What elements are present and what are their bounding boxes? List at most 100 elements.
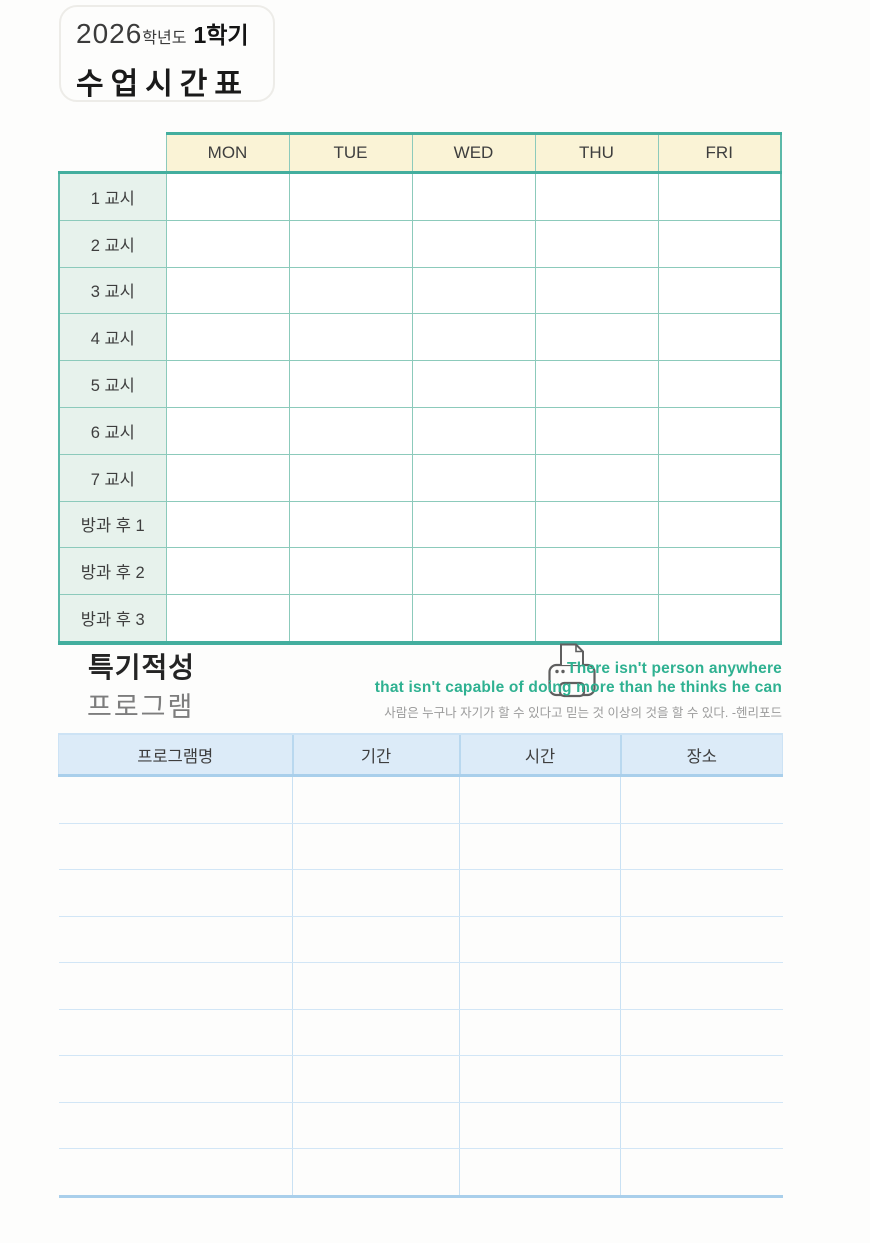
- program-cell: [620, 962, 783, 1010]
- timetable-cell: [411, 594, 536, 645]
- period-label: 2 교시: [58, 219, 167, 268]
- program-cell: [459, 822, 621, 870]
- timetable-cell: [657, 219, 782, 268]
- program-table-header-row: 프로그램명 기간 시간 장소: [58, 733, 783, 777]
- timetable-cell: [534, 547, 659, 596]
- page-title: 수업시간표: [76, 68, 249, 101]
- day-header-mon: MON: [165, 132, 289, 174]
- program-table-row: [58, 1148, 783, 1198]
- program-cell: [620, 915, 783, 963]
- timetable-cell: [411, 453, 536, 502]
- timetable-row: 6 교시: [58, 406, 782, 455]
- quote-line-2: that isn't capable of doing more than he…: [374, 678, 782, 696]
- program-cell: [459, 1008, 621, 1056]
- program-cell: [58, 1008, 293, 1056]
- timetable-cell: [411, 219, 536, 268]
- timetable-cell: [657, 594, 782, 645]
- timetable-cell: [288, 172, 413, 221]
- timetable-cell: [165, 406, 290, 455]
- program-header-period: 기간: [291, 733, 460, 777]
- program-cell: [620, 1101, 783, 1149]
- program-header-name: 프로그램명: [58, 733, 293, 777]
- program-cell: [620, 775, 783, 824]
- printer-icon: [546, 640, 598, 707]
- timetable-cell: [165, 500, 290, 549]
- period-label: 방과 후 3: [58, 594, 167, 645]
- timetable-row: 7 교시: [58, 453, 782, 502]
- title-year-suffix: 학년도: [142, 30, 187, 47]
- program-cell: [620, 1148, 783, 1198]
- program-cell: [292, 822, 460, 870]
- timetable-cell: [288, 453, 413, 502]
- program-cell: [459, 1101, 621, 1149]
- timetable-cell: [165, 453, 290, 502]
- title-year: 2026: [76, 18, 143, 49]
- program-table-row: [58, 822, 783, 870]
- period-label: 6 교시: [58, 406, 167, 455]
- timetable-cell: [657, 360, 782, 408]
- program-table-row: [58, 1008, 783, 1056]
- title-box: 2026학년도 1학기 수업시간표: [59, 5, 275, 102]
- program-table-row: [58, 1055, 783, 1103]
- period-label: 방과 후 2: [58, 547, 167, 596]
- timetable-cell: [288, 500, 413, 549]
- program-cell: [58, 775, 293, 824]
- program-cell: [58, 1101, 293, 1149]
- timetable-row: 1 교시: [58, 172, 782, 221]
- timetable-corner-cell: [59, 133, 167, 174]
- timetable-cell: [657, 406, 782, 455]
- program-cell: [620, 869, 783, 917]
- timetable-row: 방과 후 2: [58, 547, 782, 596]
- program-cell: [459, 869, 621, 917]
- timetable-header-row: MON TUE WED THU FRI: [59, 132, 782, 174]
- timetable-cell: [657, 547, 782, 596]
- timetable-cell: [165, 313, 290, 362]
- timetable-cell: [288, 360, 413, 408]
- program-cell: [292, 1055, 460, 1103]
- title-semester: 1학기: [193, 22, 249, 48]
- program-cell: [58, 869, 293, 917]
- timetable-cell: [657, 266, 782, 315]
- program-cell: [620, 1055, 783, 1103]
- timetable-cell: [411, 500, 536, 549]
- period-label: 방과 후 1: [58, 500, 167, 549]
- quote-caption: 사람은 누구나 자기가 할 수 있다고 믿는 것 이상의 것을 할 수 있다. …: [384, 706, 782, 720]
- timetable-cell: [534, 594, 659, 645]
- timetable-cell: [165, 219, 290, 268]
- timetable-cell: [657, 500, 782, 549]
- program-cell: [459, 1055, 621, 1103]
- timetable-cell: [288, 266, 413, 315]
- program-header-time: 시간: [458, 733, 621, 777]
- timetable-cell: [411, 313, 536, 362]
- timetable-cell: [534, 453, 659, 502]
- period-label: 5 교시: [58, 360, 167, 408]
- period-label: 3 교시: [58, 266, 167, 315]
- timetable-row: 2 교시: [58, 219, 782, 268]
- program-table: 프로그램명 기간 시간 장소: [58, 733, 783, 1198]
- day-header-tue: TUE: [288, 132, 412, 174]
- timetable-cell: [411, 406, 536, 455]
- program-header-place: 장소: [619, 733, 783, 777]
- timetable-cell: [534, 360, 659, 408]
- timetable-row: 5 교시: [58, 360, 782, 408]
- period-label: 7 교시: [58, 453, 167, 502]
- timetable-cell: [657, 453, 782, 502]
- period-label: 1 교시: [58, 172, 167, 221]
- program-cell: [58, 822, 293, 870]
- timetable-cell: [657, 313, 782, 362]
- program-cell: [292, 869, 460, 917]
- timetable-cell: [411, 266, 536, 315]
- program-table-row: [58, 775, 783, 824]
- timetable-cell: [288, 313, 413, 362]
- section-subtitle: 프로그램: [87, 692, 195, 722]
- program-cell: [58, 1148, 293, 1198]
- timetable-cell: [534, 266, 659, 315]
- program-cell: [620, 1008, 783, 1056]
- quote-line-1: There isn't person anywhere: [567, 660, 782, 677]
- day-header-wed: WED: [411, 132, 535, 174]
- timetable-cell: [534, 219, 659, 268]
- program-cell: [58, 962, 293, 1010]
- timetable-row: 방과 후 3: [58, 594, 782, 645]
- timetable-cell: [288, 547, 413, 596]
